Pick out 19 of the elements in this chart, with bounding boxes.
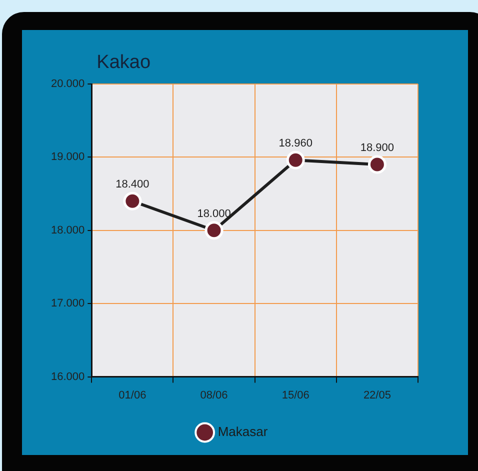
- x-tick-label: 01/06: [118, 389, 146, 402]
- point: [204, 221, 224, 240]
- x-tick-label: 15/06: [282, 389, 310, 402]
- data-label: 18.900: [360, 142, 394, 154]
- y-tick-label: 20.000: [50, 78, 85, 90]
- y-tick-label: 16.000: [50, 370, 85, 383]
- data-label: 18.400: [116, 178, 150, 191]
- point: [123, 192, 142, 210]
- legend-label: Makasar: [218, 424, 268, 440]
- x-tick-label: 08/06: [200, 389, 228, 402]
- y-tick-label: 19.000: [50, 151, 85, 164]
- point: [286, 150, 305, 170]
- y-tick-label: 17.000: [50, 298, 85, 310]
- chart-title: Kakao: [96, 52, 151, 73]
- x-tick-label: 22/05: [363, 389, 391, 402]
- data-label: 18.000: [197, 208, 231, 220]
- y-tick-label: 18.000: [50, 224, 85, 236]
- data-label: 18.960: [278, 138, 312, 150]
- point: [368, 155, 386, 174]
